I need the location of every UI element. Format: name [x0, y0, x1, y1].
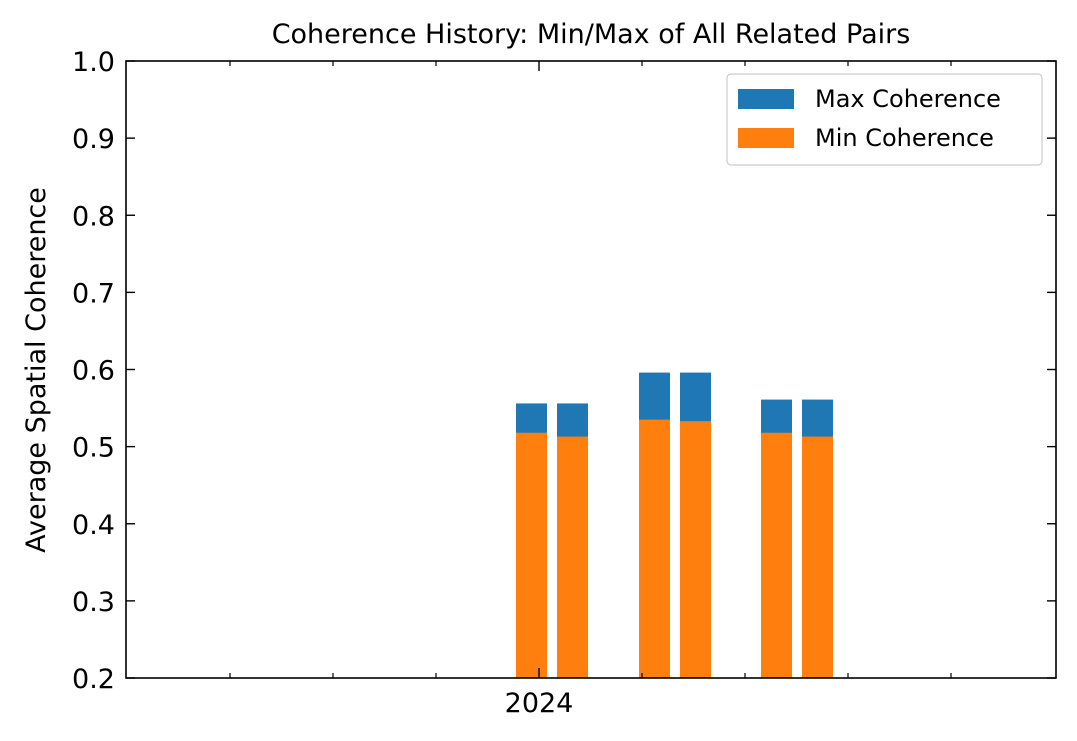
y-tick-label: 1.0: [72, 47, 115, 78]
y-tick-label: 0.9: [72, 124, 115, 155]
legend-swatch-max: [738, 89, 794, 109]
y-axis-title: Average Spatial Coherence: [21, 187, 52, 553]
bars-layer: [516, 372, 833, 678]
legend-swatch-min: [738, 128, 794, 148]
y-tick-label: 0.5: [72, 433, 115, 464]
x-tick-label: 2024: [505, 688, 574, 719]
y-tick-label: 0.8: [72, 201, 115, 232]
legend-label: Max Coherence: [815, 85, 1001, 113]
y-tick-label: 0.6: [72, 356, 115, 387]
y-tick-label: 0.4: [72, 510, 115, 541]
min-coherence-bar: [516, 432, 547, 678]
y-tick-label: 0.7: [72, 278, 115, 309]
min-coherence-bar: [802, 436, 833, 678]
min-coherence-bar: [639, 419, 670, 678]
chart-title: Coherence History: Min/Max of All Relate…: [272, 19, 911, 50]
min-coherence-bar: [680, 421, 711, 678]
min-coherence-bar: [557, 436, 588, 678]
legend-box: [726, 73, 1043, 166]
axes-layer: 0.2 0.3 0.4 0.5 0.6 0.7 0.8 0.9 1.0 2024: [72, 47, 1057, 719]
min-coherence-bar: [761, 432, 792, 678]
legend: Max Coherence Min Coherence: [726, 73, 1043, 166]
legend-label: Min Coherence: [815, 124, 994, 152]
y-tick-label: 0.3: [72, 587, 115, 618]
y-tick-label: 0.2: [72, 664, 115, 695]
